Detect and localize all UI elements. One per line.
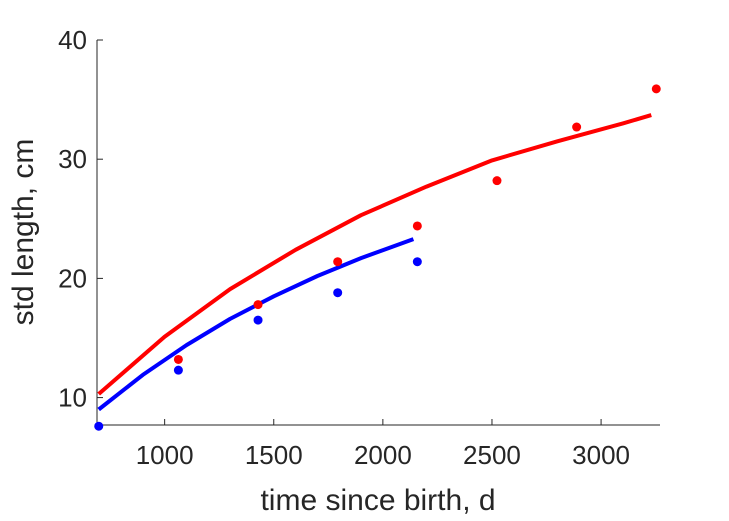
y-tick-label: 40 bbox=[58, 25, 87, 55]
x-tick-label: 1000 bbox=[136, 440, 194, 470]
y-axis-label: std length, cm bbox=[7, 139, 40, 326]
x-axis-label: time since birth, d bbox=[260, 484, 495, 517]
x-tick-label: 2500 bbox=[463, 440, 521, 470]
red-data-point bbox=[173, 354, 183, 364]
x-tick-label: 3000 bbox=[572, 440, 630, 470]
series-layer bbox=[94, 84, 661, 431]
blue-data-point bbox=[412, 257, 422, 267]
y-tick-label: 10 bbox=[58, 383, 87, 413]
y-tick-label: 20 bbox=[58, 263, 87, 293]
red-fit-line bbox=[97, 113, 652, 396]
red-data-point bbox=[651, 84, 661, 94]
blue-data-point bbox=[173, 365, 183, 375]
x-tick-label: 1500 bbox=[245, 440, 303, 470]
blue-data-point bbox=[253, 315, 263, 325]
red-data-point bbox=[492, 176, 502, 186]
blue-data-point bbox=[333, 288, 343, 298]
x-tick-label: 2000 bbox=[354, 440, 412, 470]
blue-data-point bbox=[94, 421, 104, 431]
y-tick-label: 30 bbox=[58, 144, 87, 174]
red-data-point bbox=[333, 257, 343, 267]
red-data-point bbox=[412, 221, 422, 231]
red-data-point bbox=[572, 122, 582, 132]
blue-fit-line bbox=[97, 237, 415, 412]
axes: 1000 1500 2000 2500 3000 10 20 30 40 bbox=[58, 25, 660, 470]
red-data-point bbox=[253, 300, 263, 310]
